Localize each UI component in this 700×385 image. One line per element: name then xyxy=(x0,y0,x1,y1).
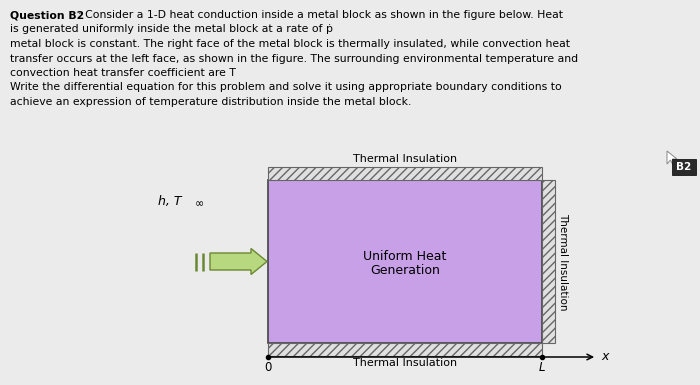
Text: 0: 0 xyxy=(265,361,272,374)
Text: Write the differential equation for this problem and solve it using appropriate : Write the differential equation for this… xyxy=(10,82,561,92)
Bar xyxy=(268,180,542,343)
Polygon shape xyxy=(667,151,677,165)
Text: Uniform Heat: Uniform Heat xyxy=(363,250,447,263)
Text: transfer occurs at the left face, as shown in the figure. The surrounding enviro: transfer occurs at the left face, as sho… xyxy=(10,54,578,64)
Text: ∞: ∞ xyxy=(195,199,204,209)
Text: achieve an expression of temperature distribution inside the metal block.: achieve an expression of temperature dis… xyxy=(10,97,412,107)
Text: x: x xyxy=(601,350,608,363)
Bar xyxy=(672,159,696,175)
Text: Question B2: Question B2 xyxy=(10,10,84,20)
Text: Thermal Insulation: Thermal Insulation xyxy=(353,154,457,164)
Text: Generation: Generation xyxy=(370,264,440,277)
Text: B2: B2 xyxy=(676,162,692,172)
Text: Thermal Insulation: Thermal Insulation xyxy=(558,213,568,310)
Text: metal block is constant. The right face of the metal block is thermally insulate: metal block is constant. The right face … xyxy=(10,39,570,49)
Text: : Consider a 1-D heat conduction inside a metal block as shown in the figure bel: : Consider a 1-D heat conduction inside … xyxy=(78,10,563,20)
Text: Thermal Insulation: Thermal Insulation xyxy=(353,358,457,368)
Bar xyxy=(268,167,542,180)
Bar xyxy=(542,180,555,343)
FancyArrow shape xyxy=(210,248,267,275)
Bar xyxy=(268,343,542,356)
Text: convection heat transfer coefficient are T: convection heat transfer coefficient are… xyxy=(10,68,236,78)
Text: L: L xyxy=(539,361,545,374)
Text: h, T: h, T xyxy=(158,196,181,209)
Text: is generated uniformly inside the metal block at a rate of ṗ: is generated uniformly inside the metal … xyxy=(10,25,333,35)
